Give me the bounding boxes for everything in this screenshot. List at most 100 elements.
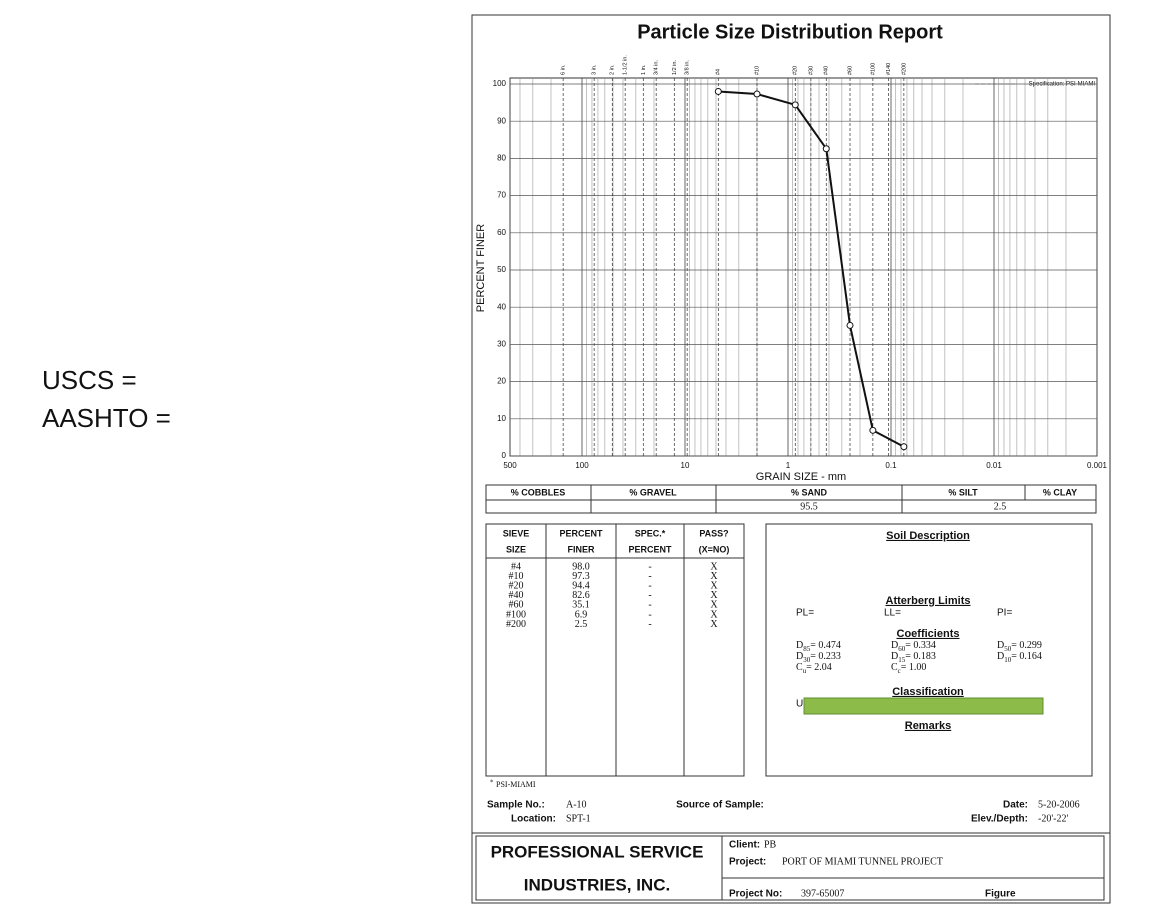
cell: #100 (506, 609, 526, 620)
coefficient: D50= 0.299 (997, 640, 1042, 652)
report-title: Particle Size Distribution Report (637, 21, 943, 43)
y-tick-label: 90 (497, 116, 506, 125)
cell: 94.4 (572, 580, 590, 591)
coef-sym: D (796, 651, 803, 662)
coefficient: D30= 0.233 (796, 651, 841, 663)
cell: - (648, 561, 651, 572)
y-tick-label: 30 (497, 340, 506, 349)
cell: - (648, 609, 651, 620)
sieve-label: #30 (808, 66, 814, 75)
sieve-label: 3/8 in. (685, 60, 691, 75)
label: PL= (796, 608, 814, 619)
cell: 95.5 (800, 501, 818, 512)
title-block-inner (475, 835, 1105, 901)
sieve-label: #140 (886, 63, 892, 75)
footnote-mark: * (490, 779, 494, 787)
data-point (869, 426, 877, 434)
heading: Atterberg Limits (886, 595, 971, 607)
x-tick-label: 10 (681, 461, 690, 470)
report-frame (471, 14, 1111, 904)
cell: - (648, 590, 651, 601)
coefficient: D60= 0.334 (891, 640, 936, 652)
y-tick-label: 0 (502, 451, 507, 460)
cell: - (648, 600, 651, 611)
cell: #40 (509, 590, 524, 601)
sieve-label: #40 (824, 66, 830, 75)
cell: 2.5 (994, 501, 1007, 512)
sieve-rows: SIEVE SIZE PERCENT FINER SPEC.* PERCENT PASS? (… (503, 528, 730, 630)
x-tick-label: 0.01 (986, 461, 1002, 470)
coef-rest: = 0.233 (810, 651, 841, 662)
cell: #60 (509, 600, 524, 611)
label: LL= (884, 608, 901, 619)
header: PASS? (699, 528, 728, 538)
sieve-label: #60 (847, 66, 853, 75)
y-tick-label: 60 (497, 228, 506, 237)
label: Source of Sample: (676, 800, 764, 811)
coef-sym: D (891, 640, 898, 651)
value: 5-20-2006 (1038, 799, 1080, 810)
company: INDUSTRIES, INC. (524, 875, 670, 894)
coef-sub: u (803, 667, 807, 675)
data-point (791, 101, 799, 109)
coef-sym: D (891, 651, 898, 662)
sieve-table (485, 523, 745, 777)
data-point (753, 90, 761, 98)
cell: - (648, 571, 651, 582)
coefficient: D15= 0.183 (891, 651, 936, 663)
header: % CLAY (1043, 487, 1077, 497)
coef-sub: 15 (898, 656, 906, 664)
sieve-label: #10 (754, 66, 760, 75)
y-tick-label: 70 (497, 191, 506, 200)
cell: #4 (511, 561, 521, 572)
y-tick-label: 50 (497, 265, 506, 274)
coef-rest: = 0.474 (810, 640, 841, 651)
cell: 97.3 (572, 571, 590, 582)
coef-sub: 50 (1004, 645, 1012, 653)
x-tick-label: 0.001 (1087, 461, 1108, 470)
coef-rest: = 2.04 (806, 662, 832, 673)
coef-sym: C (891, 662, 898, 673)
cell: X (710, 619, 718, 630)
cell: 35.1 (572, 600, 590, 611)
sieve-label: 1 in. (641, 64, 647, 75)
header: SPEC.* (635, 528, 666, 538)
coef-sym: D (997, 651, 1004, 662)
label: Figure (985, 889, 1016, 900)
header: SIZE (506, 544, 526, 554)
y-tick-label: 80 (497, 154, 506, 163)
cell: X (710, 600, 718, 611)
heading: Coefficients (897, 628, 960, 640)
value: PORT OF MIAMI TUNNEL PROJECT (782, 856, 943, 867)
value: 397-65007 (801, 888, 844, 899)
label: Date: (1003, 800, 1028, 811)
cell: X (710, 571, 718, 582)
coef-sym: D (997, 640, 1004, 651)
sieve-label: #20 (793, 66, 799, 75)
label: Client: (729, 840, 760, 851)
label: Project: (729, 857, 766, 868)
coef-rest: = 0.164 (1011, 651, 1042, 662)
value: A-10 (566, 799, 587, 810)
label: Location: (511, 814, 556, 825)
y-tick-label: 40 (497, 302, 506, 311)
cell: #20 (509, 580, 524, 591)
aashto-label: AASHTO = (42, 403, 171, 433)
coefficient: D85= 0.474 (796, 640, 841, 652)
header: SIEVE (503, 528, 530, 538)
data-point (846, 321, 854, 329)
coef-rest: = 0.299 (1011, 640, 1042, 651)
coef-sub: 60 (898, 645, 906, 653)
cell: 6.9 (575, 609, 588, 620)
cell: #200 (506, 619, 526, 630)
value: -20'-22' (1038, 813, 1068, 824)
y-tick-label: 20 (497, 377, 506, 386)
gradation-table (485, 484, 1097, 514)
cell: 98.0 (572, 561, 590, 572)
x-axis-label: GRAIN SIZE - mm (756, 471, 846, 483)
highlight-bar (803, 697, 1044, 715)
header: % GRAVEL (629, 487, 677, 497)
coefficient: Cu= 2.04 (796, 662, 832, 674)
coef-sub: c (898, 667, 901, 675)
